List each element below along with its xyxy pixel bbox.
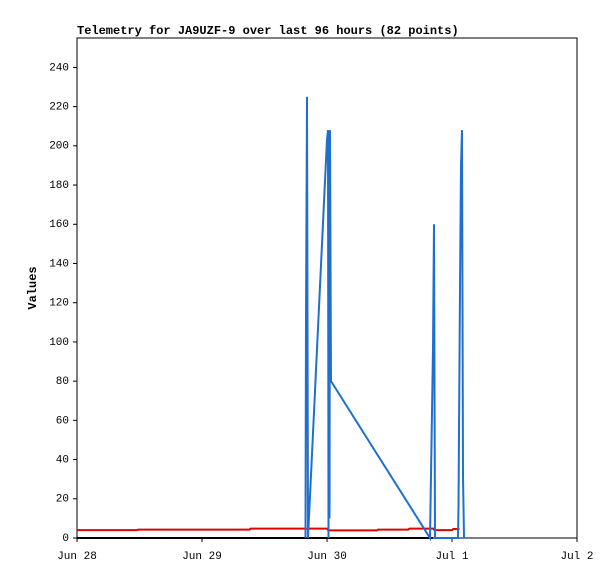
y-tick-label: 80 (56, 376, 69, 388)
x-tick-label: Jul 1 (435, 551, 468, 563)
y-tick-label: 0 (62, 533, 69, 545)
y-tick-label: 160 (49, 219, 69, 231)
x-tick-label: Jul 2 (560, 551, 593, 563)
y-tick-label: 20 (56, 494, 69, 506)
y-tick-label: 180 (49, 180, 69, 192)
y-tick-label: 220 (49, 102, 69, 114)
y-tick-label: 100 (49, 337, 69, 349)
y-tick-label: 140 (49, 258, 69, 270)
y-tick-label: 60 (56, 415, 69, 427)
x-tick-label: Jun 30 (307, 551, 347, 563)
chart-title: Telemetry for JA9UZF-9 over last 96 hour… (77, 24, 459, 38)
series-line (77, 527, 460, 532)
series-line (304, 96, 465, 542)
y-tick-label: 40 (56, 454, 69, 466)
y-tick-label: 240 (49, 62, 69, 74)
y-axis-label: Values (26, 266, 40, 309)
y-tick-label: 120 (49, 298, 69, 310)
x-tick-label: Jun 28 (57, 551, 97, 563)
x-tick-label: Jun 29 (182, 551, 222, 563)
y-tick-label: 200 (49, 141, 69, 153)
